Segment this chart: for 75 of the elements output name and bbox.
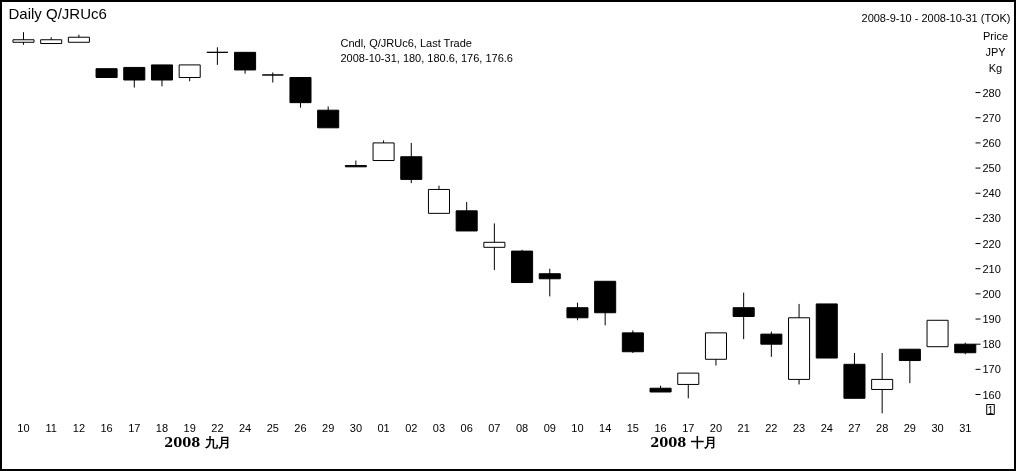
y-tick-label: 280	[982, 86, 1001, 99]
candlestick	[677, 372, 700, 399]
x-tick-label: 10	[571, 421, 584, 434]
candlestick	[871, 352, 894, 414]
x-tick-label: 24	[820, 421, 833, 434]
candlestick	[898, 348, 921, 384]
candlestick	[455, 201, 478, 232]
x-tick-label: 15	[626, 421, 639, 434]
x-tick-label: 16	[100, 421, 113, 434]
candlestick	[400, 142, 423, 184]
y-tick-label: 250	[982, 162, 1001, 175]
annotation: 2008-10-31, 180, 180.6, 176, 176.6	[340, 51, 513, 64]
x-tick-label: 08	[515, 421, 529, 434]
x-tick-label: 12	[72, 421, 86, 434]
x-tick-label: 16	[654, 421, 667, 434]
y-tick-label: 260	[982, 136, 1001, 149]
x-tick-label: 25	[266, 421, 279, 434]
candlestick	[621, 329, 644, 354]
x-tick-label: 09	[543, 421, 556, 434]
y-tick-label: 180	[982, 338, 1001, 351]
x-tick-label: 22	[765, 421, 778, 434]
x-tick-label: 03	[432, 421, 446, 434]
x-tick-label: 14	[599, 421, 612, 434]
x-tick-label: 17	[682, 421, 695, 434]
annotation: 2008 九月	[164, 435, 231, 450]
y-tick-label: 240	[982, 187, 1001, 200]
y-tick-label: 190	[982, 313, 1001, 326]
x-tick-label: 23	[792, 421, 806, 434]
x-tick-label: 17	[128, 421, 141, 434]
x-tick-label: 07	[488, 421, 501, 434]
x-tick-label: 10	[17, 421, 30, 434]
x-tick-label: 30	[349, 421, 363, 434]
candlestick	[234, 51, 257, 75]
candlestick	[427, 185, 450, 214]
x-tick-label: 18	[155, 421, 169, 434]
candlestick	[150, 64, 174, 87]
y-axis-title: Price JPY Kg	[982, 29, 1009, 74]
y-tick-label: 170	[982, 363, 1001, 376]
y-tick-label: 230	[982, 212, 1001, 225]
x-tick-label: 24	[238, 421, 252, 434]
candlestick	[483, 222, 506, 271]
candlestick	[372, 139, 395, 162]
chart-title: Daily Q/JRUc6	[8, 5, 107, 22]
x-tick-label: 02	[405, 421, 418, 434]
x-tick-label: 29	[903, 421, 916, 434]
y-tick-label: 200	[982, 287, 1001, 300]
x-tick-label: 30	[931, 421, 944, 434]
x-tick-label: 29	[322, 421, 335, 434]
x-tick-label: 27	[848, 421, 861, 434]
x-tick-label: 01	[377, 421, 390, 434]
candlestick	[732, 292, 755, 340]
candlestick	[538, 268, 561, 297]
x-tick-label: 26	[294, 421, 307, 434]
x-tick-label: 19	[183, 421, 196, 434]
text: 1	[987, 404, 994, 416]
text: 2008-9-10 - 2008-10-31 (TOK)	[861, 11, 1011, 24]
candlestick	[206, 46, 229, 66]
candlestick	[317, 105, 340, 129]
x-tick-label: 11	[45, 421, 57, 434]
x-tick-label: 28	[876, 421, 889, 434]
y-tick-label: 270	[982, 111, 1001, 124]
candlestick	[760, 331, 783, 358]
annotation: Cndl, Q/JRUc6, Last Trade	[340, 36, 472, 49]
y-tick-label: 160	[982, 388, 1001, 401]
y-tick-label: 210	[982, 262, 1001, 275]
y-tick-label: 220	[982, 237, 1001, 250]
annotation: 2008 十月	[650, 435, 717, 450]
x-tick-label: 22	[211, 421, 224, 434]
candlestick	[123, 66, 146, 89]
candlestick	[344, 160, 367, 168]
x-tick-label: 31	[959, 421, 972, 434]
candlestick	[261, 71, 284, 84]
x-tick-label: 06	[460, 421, 473, 434]
x-tick-label: 21	[737, 421, 750, 434]
x-tick-label: 20	[709, 421, 723, 434]
